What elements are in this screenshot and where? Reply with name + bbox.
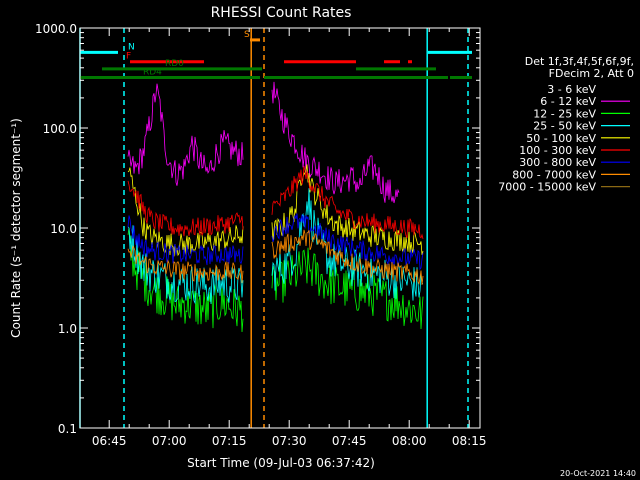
legend-entry-label-5: 100 - 300 keV — [519, 144, 596, 157]
chart-title: RHESSI Count Rates — [211, 5, 352, 21]
legend-entry-label-4: 50 - 100 keV — [526, 132, 596, 145]
footer-timestamp: 20-Oct-2021 14:40 — [560, 469, 636, 478]
x-axis: 06:45 07:00 07:15 07:30 07:45 08:00 08:15 — [92, 28, 487, 448]
y-tick-label-4: 1000.0 — [35, 22, 77, 36]
y-axis-label: Count Rate (s⁻¹ detector segment⁻¹) — [9, 118, 23, 338]
legend-entry-label-3: 25 - 50 keV — [533, 120, 596, 133]
series-line-2-1 — [271, 247, 424, 330]
y-tick-label-0: 0.1 — [58, 422, 77, 436]
series-line-6-0 — [127, 215, 244, 266]
series-line-2-0 — [127, 227, 244, 333]
series-line-0-1 — [271, 82, 408, 188]
annotation-label-2: RD0 — [165, 59, 184, 69]
annotation-label-0: N — [128, 42, 135, 52]
series-line-4-0 — [127, 167, 244, 257]
legend-entry-label-2: 12 - 25 keV — [533, 107, 596, 120]
series-line-7-1 — [271, 229, 424, 285]
x-axis-label: Start Time (09-Jul-03 06:37:42) — [187, 456, 375, 470]
legend-title-line-0: Det 1f,3f,4f,5f,6f,9f, — [525, 55, 634, 68]
legend-entry-label-1: 6 - 12 keV — [540, 95, 596, 108]
legend-title-line-1: FDecim 2, Att 0 — [549, 67, 634, 80]
y-tick-label-3: 100.0 — [43, 122, 77, 136]
y-axis: 0.1 1.0 10.0 100.0 1000.0 — [35, 22, 480, 436]
series-line-1-0 — [127, 83, 244, 186]
series-line-5-0 — [127, 180, 244, 237]
series-line-1-1 — [271, 81, 400, 204]
x-tick-label-3: 07:30 — [272, 434, 307, 448]
legend-entry-label-6: 300 - 800 keV — [519, 156, 596, 169]
series-line-3-0 — [127, 225, 244, 305]
y-tick-label-2: 10.0 — [50, 222, 77, 236]
legend-entry-label-8: 7000 - 15000 keV — [498, 181, 596, 194]
x-tick-label-0: 06:45 — [92, 434, 127, 448]
x-tick-label-6: 08:15 — [452, 434, 487, 448]
annotation-label-1: F — [126, 52, 131, 62]
legend: Det 1f,3f,4f,5f,6f,9f,FDecim 2, Att 0 3 -… — [498, 55, 634, 194]
series-line-0-0 — [155, 89, 244, 148]
legend-entry-label-7: 800 - 7000 keV — [512, 168, 596, 181]
x-tick-label-5: 08:00 — [392, 434, 427, 448]
legend-entry-label-0: 3 - 6 keV — [547, 83, 596, 96]
series-line-7-0 — [127, 245, 244, 284]
x-tick-label-1: 07:00 — [152, 434, 187, 448]
x-tick-label-2: 07:15 — [212, 434, 247, 448]
annotation-label-4: S — [244, 30, 250, 40]
series-line-5-1 — [271, 165, 424, 239]
x-tick-label-4: 07:45 — [332, 434, 367, 448]
annotation-label-3: RD4 — [143, 67, 162, 77]
y-tick-label-1: 1.0 — [58, 322, 77, 336]
